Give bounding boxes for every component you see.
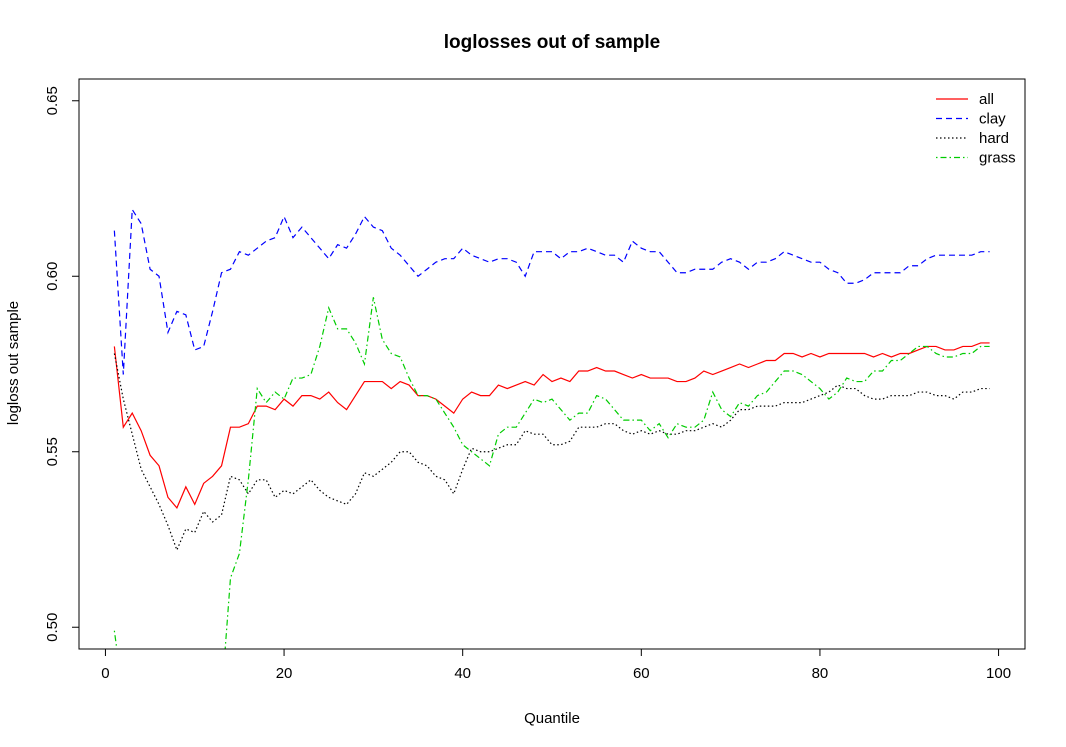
x-tick-label: 0: [101, 665, 109, 682]
y-axis-label: logloss out sample: [5, 301, 22, 425]
legend: all clay hard grass: [936, 91, 1016, 167]
x-axis: 0 20 40 60 80 100: [101, 648, 1011, 682]
y-tick-label: 0.55: [44, 437, 61, 466]
chart-title: loglosses out of sample: [444, 32, 660, 53]
x-tick-label: 60: [633, 665, 650, 682]
series-line-clay: [113, 207, 990, 375]
x-tick-label: 80: [812, 665, 829, 682]
x-tick-label: 40: [454, 665, 471, 682]
series-layer: [113, 207, 990, 649]
x-axis-label: Quantile: [524, 710, 580, 727]
y-axis: 0.50 0.55 0.60 0.65: [44, 86, 80, 642]
series-line-grass: [113, 297, 990, 649]
plot-frame: [78, 78, 1026, 650]
x-tick-label: 20: [276, 665, 293, 682]
legend-label-hard: hard: [979, 130, 1009, 147]
series-line-hard: [113, 353, 990, 552]
y-tick-label: 0.65: [44, 86, 61, 115]
y-tick-label: 0.60: [44, 262, 61, 291]
legend-label-all: all: [979, 91, 994, 108]
series-line-all: [113, 342, 990, 510]
legend-label-clay: clay: [979, 111, 1006, 128]
legend-label-grass: grass: [979, 150, 1016, 167]
x-tick-label: 100: [986, 665, 1011, 682]
y-tick-label: 0.50: [44, 613, 61, 642]
